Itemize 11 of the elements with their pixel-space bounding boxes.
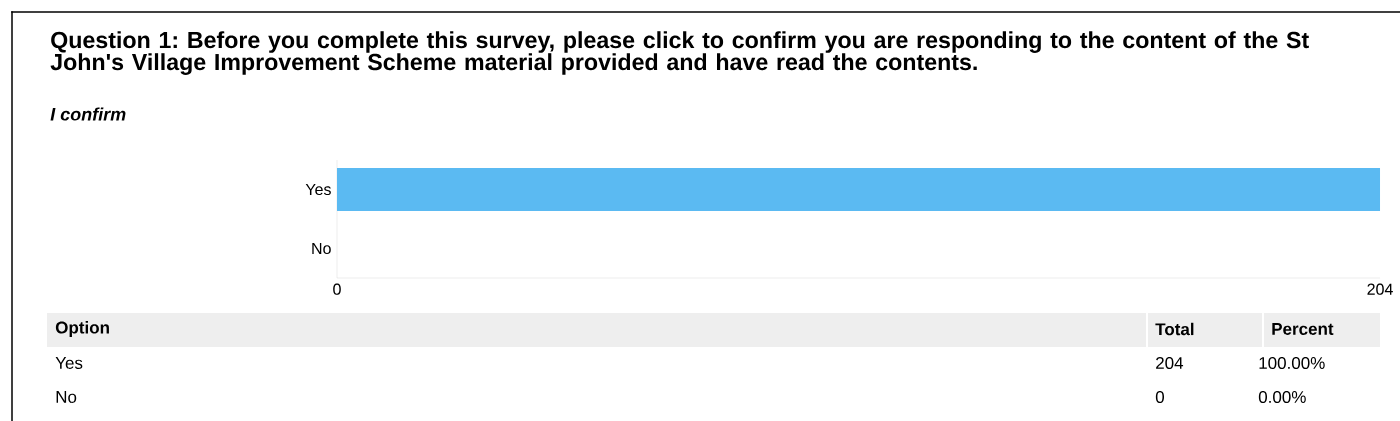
text: Percent (1272, 323, 1334, 335)
text: I confirm (50, 107, 126, 121)
text: Option (55, 321, 109, 337)
chart-title: Question 1: Before you complete this survey, please click to confirm you are responding to the content of the St John's Village Improvement Scheme material provided and have read the contents. (50, 31, 1309, 75)
text: 100.00% (1259, 356, 1325, 370)
category-label: Yes (55, 357, 83, 369)
category-label: No (56, 391, 77, 403)
text: 204 (1156, 356, 1184, 370)
text: 0.00% (1258, 390, 1306, 404)
text: 0 (1155, 390, 1165, 404)
text: Total (1155, 322, 1194, 336)
